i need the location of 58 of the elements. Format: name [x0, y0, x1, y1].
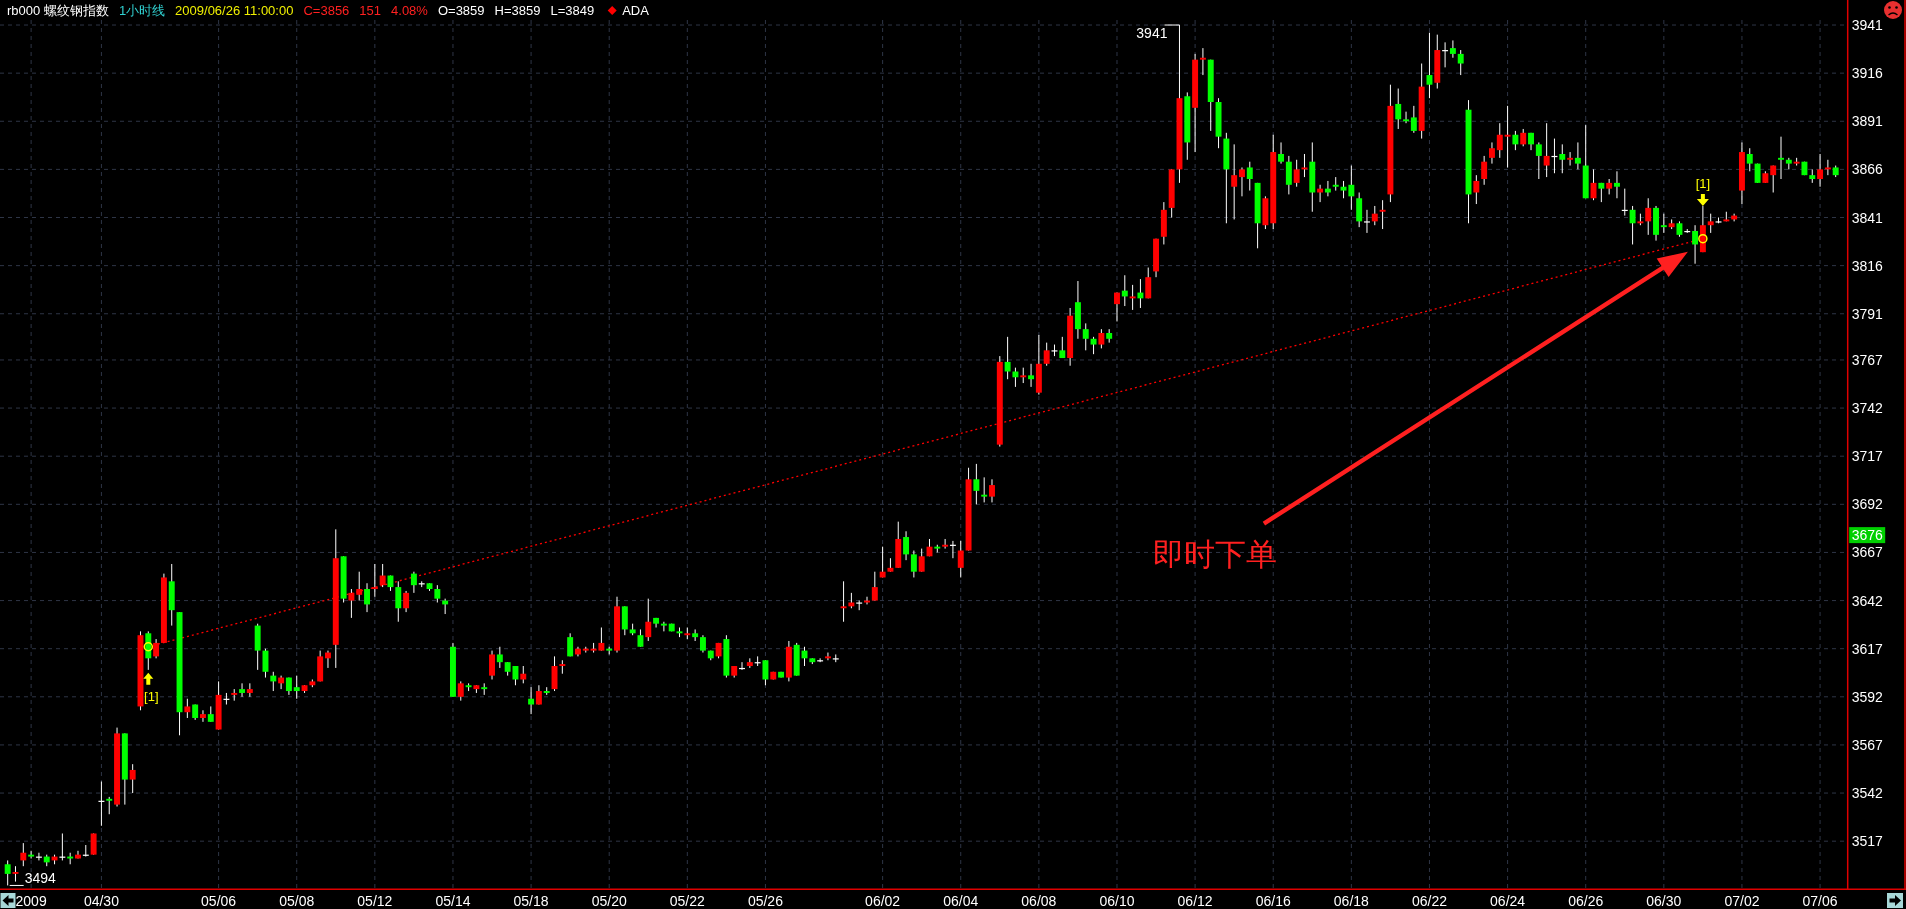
x-tick-label: 06/08 [1021, 893, 1057, 909]
legend-item: ADA [607, 3, 649, 18]
x-tick-label: 05/12 [357, 893, 393, 909]
annotation: 2009/06/26 11:00:00 [175, 3, 294, 18]
y-tick-label: 3767 [1851, 351, 1884, 368]
x-tick-label: 07/06 [1802, 893, 1838, 909]
annotation: 151 [359, 3, 382, 18]
y-tick-label: 3617 [1851, 640, 1884, 657]
chart-title: rb000 螺纹钢指数 [7, 3, 109, 18]
x-tick-label: 05/26 [747, 893, 784, 909]
annotation: C=3856 [303, 3, 350, 18]
annotation: 3941 [1136, 25, 1168, 42]
y-tick-label: 3517 [1851, 833, 1884, 850]
y-tick-label: 3667 [1851, 544, 1884, 561]
x-tick-label: 06/02 [865, 893, 901, 909]
annotation: H=3859 [494, 3, 541, 18]
x-tick-label: 05/18 [513, 893, 549, 909]
x-tick-label: 06/18 [1333, 893, 1370, 909]
x-tick-label: 05/06 [201, 893, 237, 909]
y-tick-label: 3542 [1851, 785, 1884, 802]
annotation: O=3859 [437, 3, 485, 18]
x-tick-label: 06/22 [1411, 893, 1448, 909]
y-tick-label: 3841 [1851, 209, 1884, 226]
y-tick-label: 3717 [1851, 448, 1884, 465]
annotation: 4.08% [391, 3, 429, 18]
x-tick-label: 04/30 [83, 893, 120, 909]
y-tick-label: 3916 [1851, 65, 1884, 82]
x-tick-label: 05/20 [591, 893, 627, 909]
annotation: [1] [1695, 175, 1711, 191]
x-tick-label: 06/12 [1177, 893, 1213, 909]
y-tick-label: 3567 [1851, 736, 1884, 753]
y-tick-label: 3592 [1851, 688, 1884, 705]
y-tick-label: 3866 [1851, 161, 1884, 178]
annotation: [1] [144, 688, 159, 704]
chart-subtitle: 1小时线 [118, 3, 166, 18]
x-tick-label: 2009 [15, 893, 47, 909]
y-tick-label: 3692 [1851, 496, 1884, 513]
annotation: 即时下单 [1152, 536, 1277, 572]
y-tick-label: 3642 [1851, 592, 1884, 609]
x-tick-label: 06/30 [1646, 893, 1682, 909]
y-tick-label: 3816 [1851, 257, 1884, 274]
y-tick-label: 3791 [1851, 305, 1884, 322]
x-tick-label: 05/22 [669, 893, 706, 909]
annotation: L=3849 [550, 3, 595, 18]
y-tick-label: 3742 [1851, 400, 1884, 417]
axis-tag: 3676 [1849, 527, 1886, 544]
x-tick-label: 06/24 [1490, 893, 1526, 909]
x-tick-label: 07/02 [1724, 893, 1760, 909]
y-tick-label: 3941 [1851, 17, 1884, 34]
legend-label: ADA [622, 3, 650, 18]
x-tick-label: 05/14 [435, 893, 471, 909]
x-tick-label: 06/16 [1255, 893, 1291, 909]
x-tick-label: 05/08 [279, 893, 315, 909]
x-tick-label: 06/04 [943, 893, 979, 909]
annotation: 3494 [24, 870, 57, 887]
y-tick-label: 3891 [1851, 113, 1884, 130]
x-tick-label: 06/26 [1568, 893, 1604, 909]
x-tick-label: 06/10 [1099, 893, 1135, 909]
